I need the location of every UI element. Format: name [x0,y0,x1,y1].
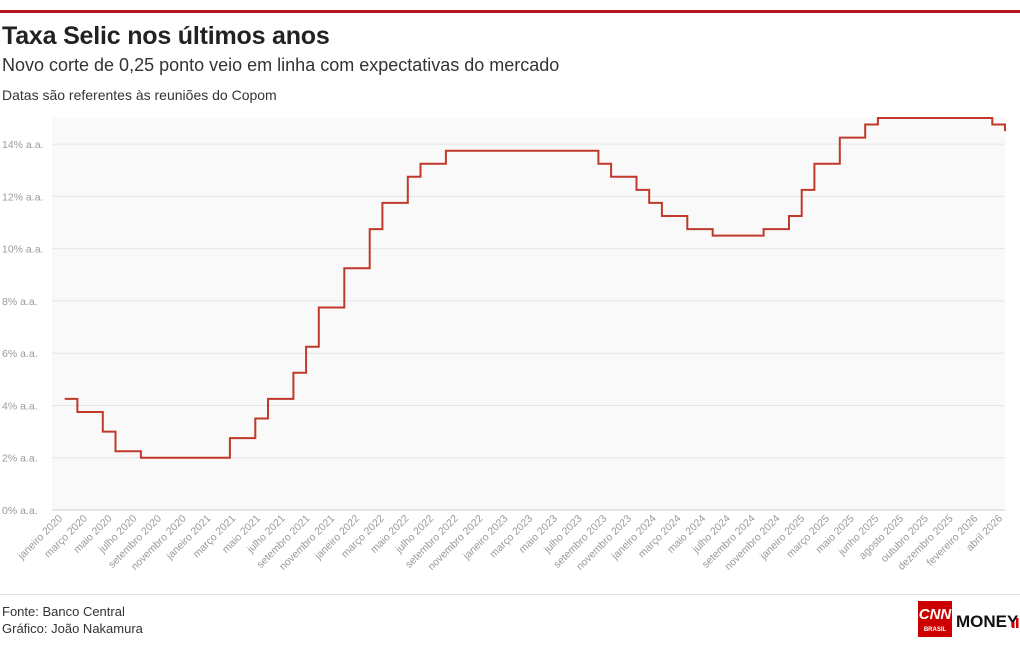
cnn-logo-box [918,601,952,637]
logo-bar-icon [1012,622,1015,628]
brasil-logo-text: BRASIL [924,627,947,633]
y-tick-label: 0% a.a. [2,505,38,517]
grid-lines [52,143,1005,459]
logo-bar-icon [1016,618,1019,628]
y-tick-label: 14% a.a. [2,139,43,151]
y-tick-label: 2% a.a. [2,453,38,465]
chart-note: Datas são referentes às reuniões do Copo… [2,87,277,103]
plot-area [52,118,1005,510]
footer-rule [0,594,1020,595]
selic-rate-line [64,117,1006,459]
y-tick-label: 4% a.a. [2,400,38,412]
top-accent-rule [0,10,1020,13]
y-tick-label: 10% a.a. [2,244,43,256]
y-tick-label: 8% a.a. [2,296,38,308]
cnn-money-logo: CNN BRASIL MONEY [918,601,1019,637]
chart-title: Taxa Selic nos últimos anos [2,22,330,50]
credit-text: Gráfico: João Nakamura [2,621,143,636]
selic-chart: 0% a.a. 2% a.a. 4% a.a. 6% a.a. 8% a.a. 10% a… [2,117,1006,573]
chart-subtitle: Novo corte de 0,25 ponto veio em linha c… [2,55,560,75]
y-tick-label: 6% a.a. [2,348,38,360]
y-axis-labels: 0% a.a. 2% a.a. 4% a.a. 6% a.a. 8% a.a. 10% a… [2,139,43,517]
money-logo-text: MONEY [956,612,1019,631]
source-text: Fonte: Banco Central [2,604,125,619]
cnn-logo-text: CNN [919,606,953,623]
y-tick-label: 12% a.a. [2,191,43,203]
